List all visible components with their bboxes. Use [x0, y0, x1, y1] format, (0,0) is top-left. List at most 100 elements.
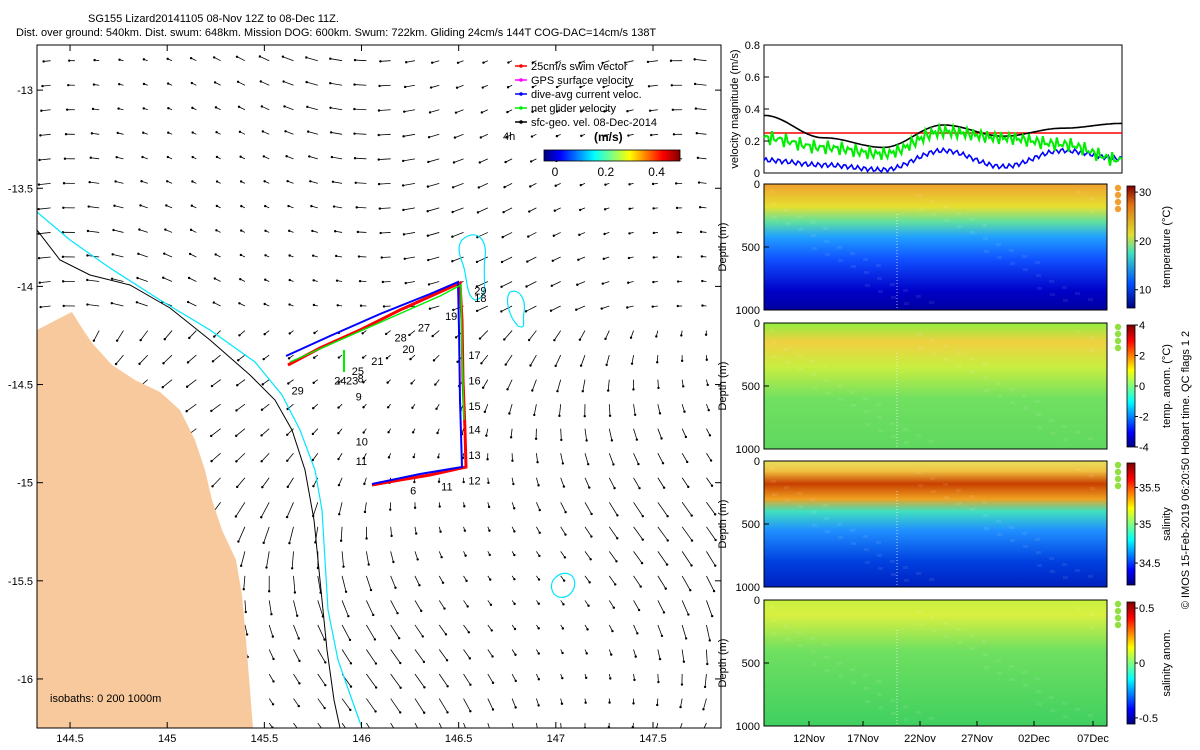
sfc-geo-arrowhead	[705, 358, 709, 361]
sfc-geo-arrow	[657, 428, 662, 439]
sfc-geo-arrowhead	[333, 230, 337, 233]
velocity-series-line	[763, 121, 1123, 166]
sfc-geo-arrow	[560, 502, 566, 513]
sfc-geo-arrow	[501, 305, 513, 312]
colorbar-tick-label: 30	[1139, 187, 1151, 199]
sfc-geo-arrow	[681, 502, 693, 516]
sfc-geo-arrowhead	[514, 653, 517, 656]
track-day-label: 15	[468, 401, 480, 413]
sfc-geo-arrowhead	[590, 512, 593, 516]
section-texture	[984, 666, 989, 669]
sfc-geo-arrowhead	[244, 610, 247, 614]
sfc-geo-arrow	[428, 133, 440, 138]
sfc-geo-arrow	[530, 354, 537, 366]
sfc-geo-arrowhead	[430, 61, 434, 64]
section-texture	[837, 523, 842, 526]
sfc-geo-arrowhead	[605, 363, 608, 367]
sfc-geo-arrowhead	[626, 306, 629, 309]
sfc-geo-arrowhead	[506, 388, 509, 391]
section-texture	[997, 256, 1002, 259]
sfc-geo-arrow	[307, 106, 318, 111]
section-texture	[969, 218, 974, 221]
sfc-geo-arrow	[438, 698, 448, 713]
sfc-geo-arrowhead	[213, 277, 217, 280]
section-texture	[956, 351, 961, 354]
sfc-geo-arrow	[657, 379, 659, 388]
sfc-geo-arrow	[427, 207, 440, 212]
sfc-geo-arrowhead	[212, 301, 216, 304]
sfc-geo-arrowhead	[537, 731, 539, 733]
sfc-geo-arrow	[706, 624, 711, 641]
sfc-geo-arrowhead	[410, 382, 413, 385]
sfc-geo-arrow	[584, 502, 592, 515]
sfc-geo-arrowhead	[210, 434, 213, 438]
section-texture	[1050, 432, 1055, 435]
sfc-geo-arrowhead	[666, 515, 669, 518]
sfc-geo-arrowhead	[290, 567, 294, 570]
sfc-geo-arrowhead	[531, 389, 534, 392]
section-texture	[812, 386, 817, 389]
colorbar-tick-label: 35.5	[1139, 482, 1160, 494]
section-texture	[1010, 539, 1015, 542]
section-texture	[917, 471, 922, 474]
speed-colorbar-tick: 0	[552, 165, 559, 179]
sfc-geo-arrowhead	[641, 538, 644, 541]
sfc-geo-arrowhead	[709, 459, 713, 462]
section-texture	[918, 484, 923, 487]
section-panel: 0 500 1000 Depth (m) 0.5 0 -0.5 salinity anom.	[717, 595, 1173, 733]
sfc-geo-arrow	[39, 256, 51, 259]
section-texture	[1063, 576, 1068, 579]
section-texture	[1090, 626, 1095, 629]
section-texture	[997, 533, 1002, 536]
sfc-geo-arrowhead	[238, 334, 241, 337]
sfc-geo-arrowhead	[511, 459, 514, 462]
sfc-geo-arrowhead	[190, 204, 194, 207]
sfc-geo-arrow	[268, 649, 274, 660]
sfc-geo-arrow	[510, 428, 513, 438]
sfc-geo-arrowhead	[446, 685, 449, 688]
sfc-geo-arrowhead	[632, 702, 635, 705]
sfc-geo-arrow	[482, 379, 489, 388]
sfc-geo-arrow	[550, 305, 561, 312]
sfc-geo-arrowhead	[504, 160, 507, 164]
sfc-geo-arrowhead	[604, 183, 607, 186]
qc-flag-dot	[1114, 323, 1122, 331]
sfc-geo-arrowhead	[353, 132, 356, 135]
sfc-geo-arrow	[341, 649, 352, 664]
section-texture	[877, 693, 882, 696]
sfc-geo-arrowhead	[637, 462, 640, 466]
sfc-geo-arrow	[404, 109, 416, 113]
sfc-geo-arrowhead	[670, 84, 674, 87]
reef-contour-1	[458, 234, 487, 301]
section-texture	[797, 354, 802, 357]
sfc-geo-arrowhead	[136, 276, 139, 280]
sfc-geo-arrowhead	[579, 110, 583, 113]
sfc-geo-arrowhead	[429, 86, 433, 89]
depth-tick-label: 1000	[736, 305, 760, 317]
sfc-geo-arrow	[268, 673, 274, 682]
sfc-geo-arrowhead	[648, 109, 652, 112]
sfc-geo-arrow	[626, 84, 634, 88]
sfc-geo-arrow	[681, 624, 687, 639]
sfc-geo-arrowhead	[118, 83, 121, 86]
section-texture	[864, 548, 869, 551]
sfc-geo-arrowhead	[588, 486, 591, 489]
isobaths-label: isobaths: 0 200 1000m	[50, 693, 161, 705]
section-texture	[944, 496, 949, 499]
sfc-geo-arrowhead	[602, 257, 605, 261]
sfc-geo-arrow	[681, 575, 691, 591]
sfc-geo-arrow	[42, 84, 51, 87]
section-texture	[863, 258, 868, 261]
sfc-geo-arrow	[236, 403, 246, 411]
sfc-geo-arrow	[268, 600, 272, 615]
sfc-geo-arrow	[240, 551, 246, 566]
sfc-geo-arrow	[354, 84, 367, 86]
sfc-geo-arrowhead	[329, 82, 332, 85]
section-texture	[1036, 551, 1041, 554]
sfc-geo-arrowhead	[475, 285, 479, 288]
sfc-geo-arrow	[560, 551, 566, 558]
sfc-geo-arrow	[438, 575, 444, 584]
sfc-geo-arrowhead	[262, 541, 265, 545]
sfc-geo-arrowhead	[191, 131, 194, 134]
section-texture	[811, 650, 816, 653]
